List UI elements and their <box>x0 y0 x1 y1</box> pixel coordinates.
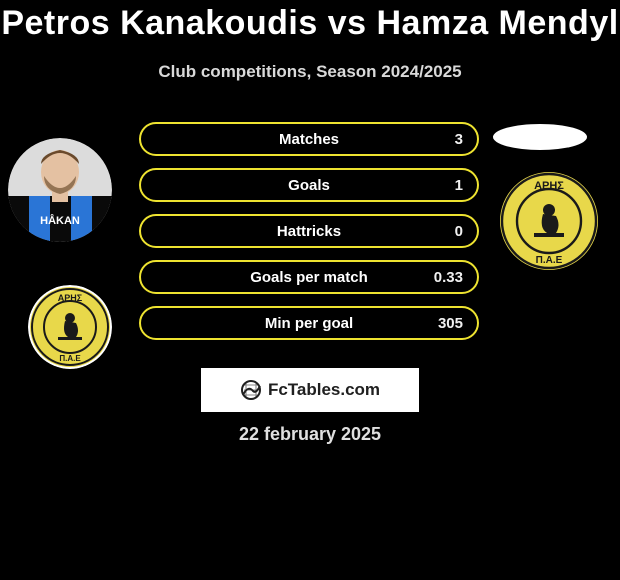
aris-badge-icon: ΑΡΗΣ Π.Α.Ε <box>28 285 112 369</box>
svg-text:ΑΡΗΣ: ΑΡΗΣ <box>58 293 83 303</box>
club-badge-left: ΑΡΗΣ Π.Α.Ε <box>28 285 112 369</box>
stat-value-right: 0.33 <box>434 262 463 292</box>
fctables-logo-icon <box>240 379 262 401</box>
stat-value-right: 0 <box>455 216 463 246</box>
stat-row-min-per-goal: Min per goal 305 <box>139 306 479 340</box>
page-date: 22 february 2025 <box>0 424 620 445</box>
club-badge-right: ΑΡΗΣ Π.Α.Ε <box>498 170 600 272</box>
stat-value-right: 1 <box>455 170 463 200</box>
stat-label: Min per goal <box>265 315 353 332</box>
jersey-sponsor-text: HÅKAN <box>40 214 80 227</box>
stat-value-right: 3 <box>455 124 463 154</box>
stat-value-right: 305 <box>438 308 463 338</box>
svg-text:Π.Α.Ε: Π.Α.Ε <box>59 354 81 363</box>
page-title: Petros Kanakoudis vs Hamza Mendyl <box>0 4 620 43</box>
player-left-avatar: HÅKAN <box>8 138 112 242</box>
player-photo-icon: HÅKAN <box>8 138 112 242</box>
fctables-label: FcTables.com <box>268 380 380 400</box>
stat-label: Goals per match <box>250 269 368 286</box>
svg-text:ΑΡΗΣ: ΑΡΗΣ <box>534 180 564 192</box>
aris-badge-icon: ΑΡΗΣ Π.Α.Ε <box>498 170 600 272</box>
player-right-placeholder <box>492 123 588 151</box>
fctables-badge: FcTables.com <box>201 368 419 412</box>
ellipse-icon <box>492 123 588 151</box>
stat-label: Goals <box>288 177 330 194</box>
stat-label: Matches <box>279 131 339 148</box>
stat-row-hattricks: Hattricks 0 <box>139 214 479 248</box>
stat-row-matches: Matches 3 <box>139 122 479 156</box>
page-subtitle: Club competitions, Season 2024/2025 <box>0 62 620 82</box>
stat-row-goals-per-match: Goals per match 0.33 <box>139 260 479 294</box>
svg-text:Π.Α.Ε: Π.Α.Ε <box>536 255 563 266</box>
stat-row-goals: Goals 1 <box>139 168 479 202</box>
stat-label: Hattricks <box>277 223 341 240</box>
